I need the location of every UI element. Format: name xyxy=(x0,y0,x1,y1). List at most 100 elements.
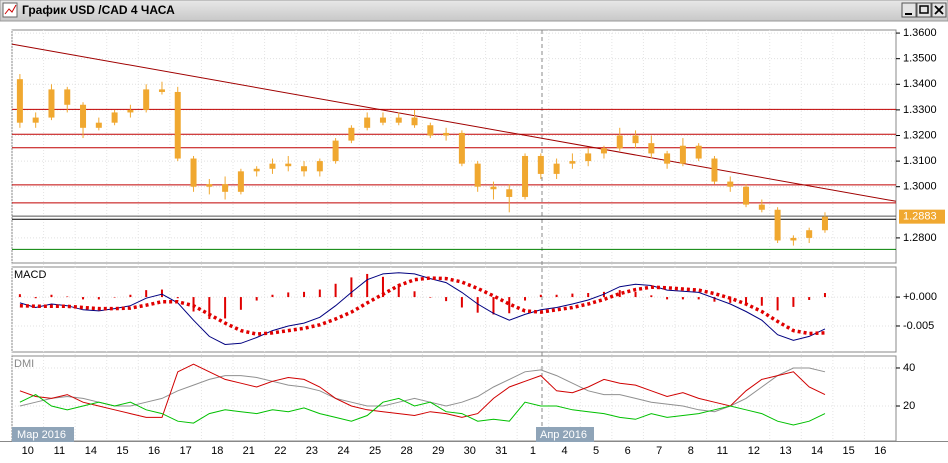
x-tick-label: 21 xyxy=(243,445,255,457)
histogram-bar xyxy=(129,294,132,298)
x-tick-label: 24 xyxy=(337,445,349,457)
histogram-bar xyxy=(539,294,542,298)
y-tick-label: 1.3400 xyxy=(903,78,937,90)
histogram-bar xyxy=(760,297,763,306)
candle-body xyxy=(253,168,260,172)
histogram-bar xyxy=(587,293,590,298)
candle-body xyxy=(127,109,134,113)
candle-body xyxy=(95,122,102,128)
window-buttons[interactable] xyxy=(901,2,947,18)
histogram-bar xyxy=(792,297,795,307)
candle-body xyxy=(48,89,55,118)
histogram-bar xyxy=(318,289,321,298)
x-tick-label: 18 xyxy=(211,445,223,457)
price-pane xyxy=(11,29,897,264)
candle-body xyxy=(679,145,686,164)
histogram-bar xyxy=(255,297,258,301)
candle-body xyxy=(490,186,497,190)
candle-body xyxy=(632,135,639,144)
month-label: Мар 2016 xyxy=(17,429,66,441)
x-tick-label: 5 xyxy=(593,445,599,457)
x-tick-label: 7 xyxy=(656,445,662,457)
candle-body xyxy=(269,163,276,169)
histogram-bar xyxy=(713,297,716,302)
candle-body xyxy=(206,184,213,187)
last-price-box xyxy=(899,209,945,224)
close-glyph xyxy=(934,5,944,15)
histogram-bar xyxy=(776,297,779,311)
candle-body xyxy=(695,145,702,159)
maximize-glyph xyxy=(919,5,929,14)
candle-body xyxy=(285,163,292,167)
histogram-bar xyxy=(160,289,163,298)
candle-body xyxy=(648,143,655,154)
candle-body xyxy=(158,89,165,92)
histogram-bar xyxy=(618,290,621,298)
window-title: График USD /CAD 4 ЧАСА xyxy=(22,3,175,17)
candle-body xyxy=(411,117,418,126)
x-tick-label: 30 xyxy=(464,445,476,457)
x-tick-label: 11 xyxy=(717,445,728,457)
x-tick-label: 31 xyxy=(495,445,507,457)
candle-body xyxy=(506,189,513,197)
histogram-bar xyxy=(82,297,85,300)
histogram-bar xyxy=(271,294,274,298)
candle-body xyxy=(522,155,529,197)
y-tick-label: 1.3300 xyxy=(903,104,937,116)
x-tick-label: 15 xyxy=(843,445,855,457)
candle-body xyxy=(774,209,781,241)
candle-body xyxy=(711,158,718,182)
x-tick-label: 13 xyxy=(779,445,791,457)
histogram-bar xyxy=(508,297,511,314)
candle-body xyxy=(585,153,592,162)
candle-body xyxy=(348,127,355,141)
candle-body xyxy=(379,117,386,123)
maximize-button[interactable] xyxy=(916,2,932,18)
histogram-bar xyxy=(492,297,495,315)
candle-body xyxy=(806,230,813,238)
month-label-box xyxy=(12,427,74,442)
histogram-bar xyxy=(334,283,337,298)
histogram-bar xyxy=(413,291,416,298)
histogram-bar xyxy=(745,297,748,305)
candle-body xyxy=(821,216,828,231)
trend-line xyxy=(11,43,897,202)
x-tick-label: 15 xyxy=(116,445,128,457)
histogram-bar xyxy=(97,297,100,300)
last-price-label: 1.2883 xyxy=(903,211,937,223)
pane-title: DMI xyxy=(14,358,34,370)
histogram-bar xyxy=(666,297,669,300)
dmi-pane xyxy=(11,355,897,442)
x-tick-label: 11 xyxy=(54,445,65,457)
histogram-bar xyxy=(366,273,369,298)
candle-body xyxy=(664,153,671,164)
candle-body xyxy=(332,140,339,162)
candle-body xyxy=(364,117,371,128)
candle-body xyxy=(569,161,576,164)
histogram-bar xyxy=(287,292,290,298)
window-icon-glyph xyxy=(4,4,17,15)
y-tick-label: 1.3200 xyxy=(903,129,937,141)
y-tick-label: +0.000 xyxy=(903,291,937,303)
x-tick-label: 16 xyxy=(874,445,886,457)
candle-body xyxy=(16,79,23,123)
histogram-bar xyxy=(823,293,826,298)
histogram-bar xyxy=(571,293,574,298)
y-tick-label: 1.3600 xyxy=(903,27,937,39)
histogram-bar xyxy=(729,297,732,303)
y-tick-label: 20 xyxy=(903,400,915,412)
histogram-bar xyxy=(681,297,684,300)
x-tick-label: 6 xyxy=(625,445,631,457)
histogram-bar xyxy=(460,297,463,308)
x-tick-label: 16 xyxy=(148,445,160,457)
histogram-bar xyxy=(650,295,653,298)
candle-body xyxy=(222,184,229,192)
y-tick-label: -0.005 xyxy=(903,320,934,332)
candle-body xyxy=(301,166,308,172)
candle-body xyxy=(80,104,87,128)
x-tick-label: 28 xyxy=(401,445,413,457)
dmi-line xyxy=(19,363,826,418)
candle-body xyxy=(743,186,750,205)
histogram-bar xyxy=(476,297,479,313)
